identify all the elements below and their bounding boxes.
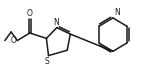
Text: O: O [26, 9, 32, 18]
Text: N: N [53, 18, 59, 27]
Text: N: N [114, 8, 120, 17]
Text: S: S [44, 57, 49, 66]
Text: O: O [11, 36, 16, 45]
